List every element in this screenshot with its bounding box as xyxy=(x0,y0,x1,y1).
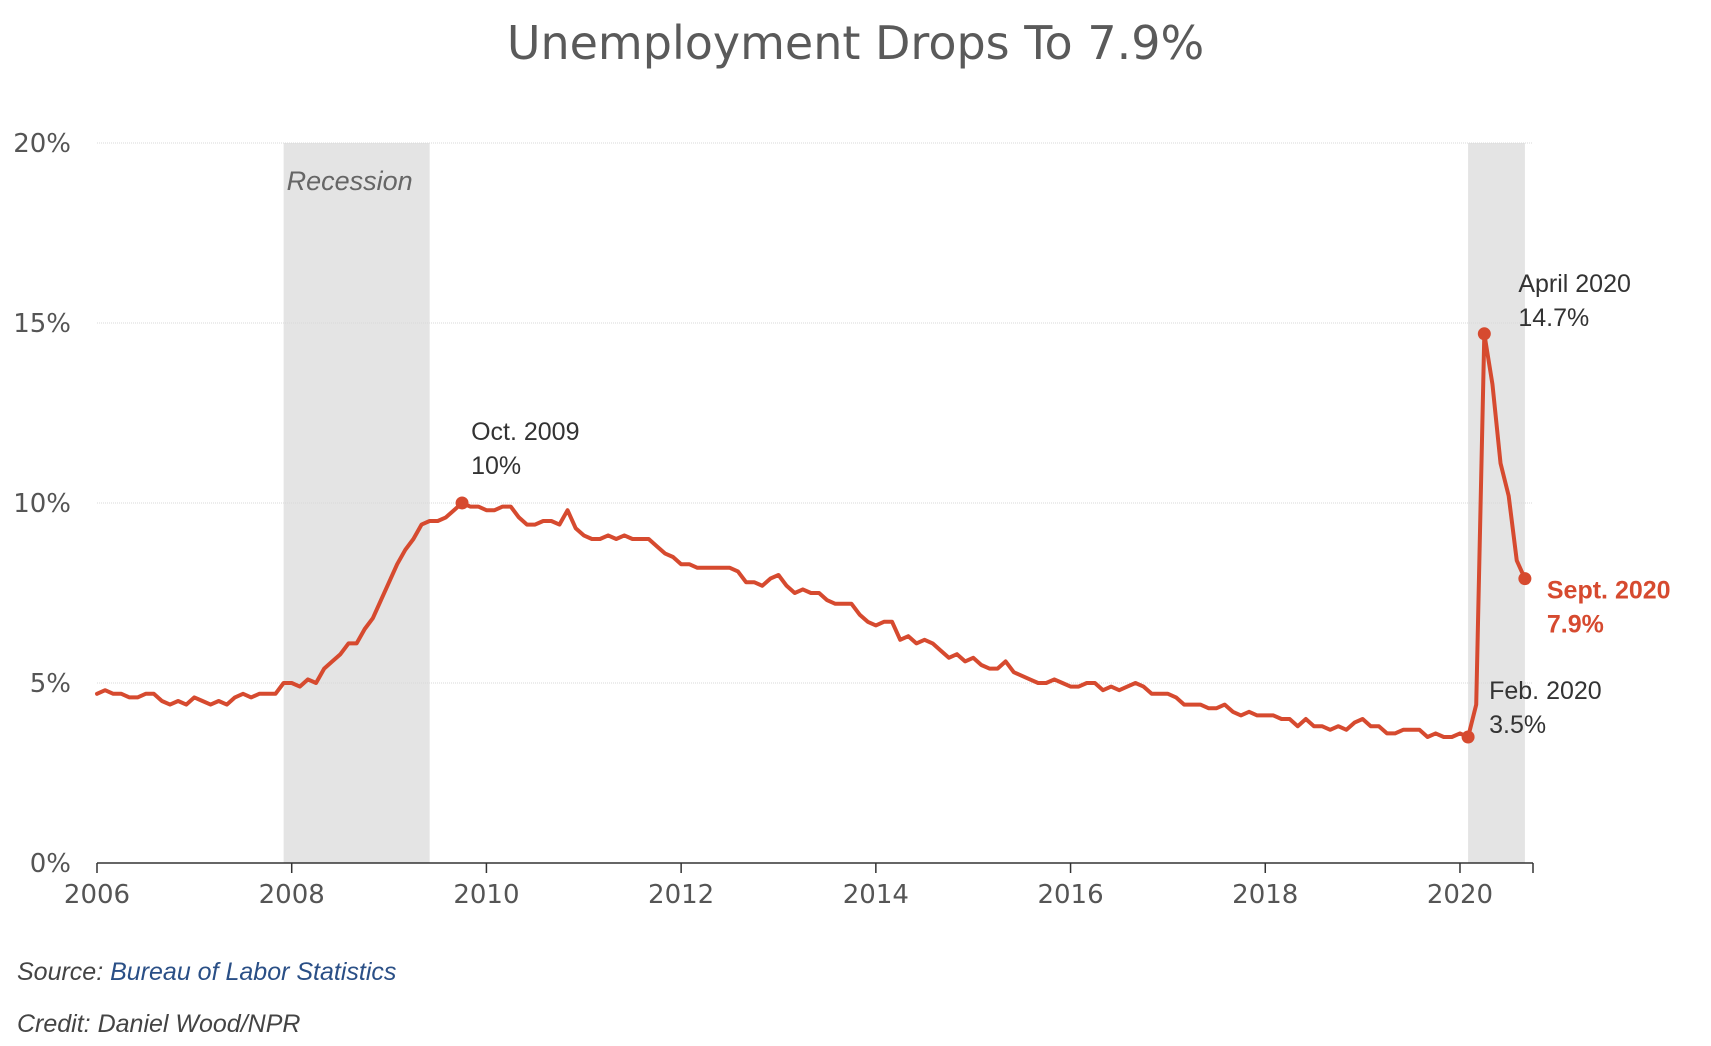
recession-label: Recession xyxy=(287,166,413,196)
annotation-label: April 2020 xyxy=(1518,270,1631,298)
annotation-label: 3.5% xyxy=(1489,711,1546,739)
annotation-dot xyxy=(1461,730,1475,744)
shaded-region xyxy=(1468,143,1525,863)
series-line xyxy=(95,331,1527,739)
unemployment-line xyxy=(95,331,1527,739)
x-tick-label: 2010 xyxy=(453,880,519,910)
annotation-dot xyxy=(1477,327,1491,341)
x-tick-label: 2014 xyxy=(843,880,909,910)
credit-line: Credit: Daniel Wood/NPR xyxy=(17,1010,301,1038)
annotation-label: 10% xyxy=(471,452,521,480)
y-tick-label: 0% xyxy=(30,849,71,879)
annotation-dot xyxy=(1518,572,1532,586)
y-tick-label: 20% xyxy=(13,129,71,159)
axes: 0% 5% 10% 15% 20% 2006 2008 2010 2012 2014 2016 201… xyxy=(13,129,1534,910)
x-tick-label: 2008 xyxy=(259,880,325,910)
gridlines xyxy=(97,142,1533,684)
x-tick-label: 2006 xyxy=(64,880,130,910)
source-link[interactable]: Bureau of Labor Statistics xyxy=(110,958,397,986)
annotation-label: 14.7% xyxy=(1518,304,1589,332)
x-tick-label: 2018 xyxy=(1232,880,1298,910)
annotation-label: Sept. 2020 xyxy=(1547,577,1671,605)
source-line: Source: Bureau of Labor Statistics xyxy=(17,958,396,987)
x-tick-label: 2016 xyxy=(1037,880,1103,910)
x-tick-label: 2020 xyxy=(1427,880,1493,910)
x-tick-label: 2012 xyxy=(648,880,714,910)
annotation-label: Feb. 2020 xyxy=(1489,677,1602,705)
annotations: Oct. 2009 10% Feb. 2020 3.5% April 2020 14.7%… xyxy=(455,270,1671,744)
annotation-label: 7.9% xyxy=(1547,611,1604,639)
source-label: Source: xyxy=(17,958,104,986)
chart-title: Unemployment Drops To 7.9% xyxy=(506,16,1205,70)
annotation-dot xyxy=(455,496,469,510)
annotation-label: Oct. 2009 xyxy=(471,418,579,446)
y-tick-label: 10% xyxy=(13,489,71,519)
y-tick-label: 15% xyxy=(13,309,71,339)
y-tick-label: 5% xyxy=(30,669,71,699)
